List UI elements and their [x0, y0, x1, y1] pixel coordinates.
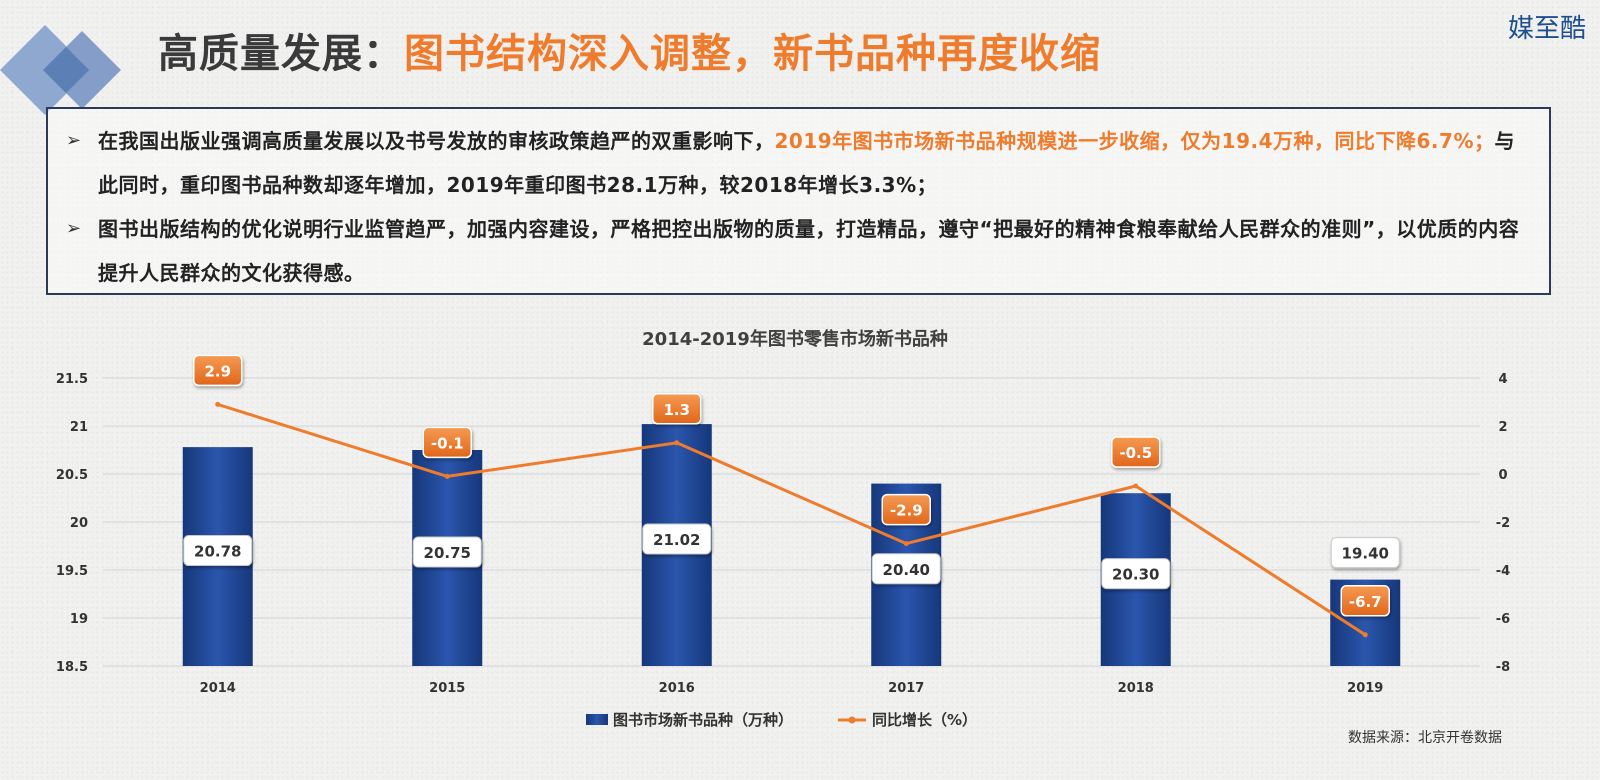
title-diamond-icon	[0, 25, 121, 115]
right-axis-tick-label: -2	[1496, 516, 1510, 531]
left-axis-tick-label: 20	[70, 516, 88, 531]
x-axis-tick-label: 2018	[1118, 681, 1154, 696]
bar-data-label-box	[412, 536, 482, 568]
bullet-text: 在我国出版业强调高质量发展以及书号发放的审核政策趋严的双重影响下，	[98, 129, 775, 153]
right-axis-tick-label: 0	[1498, 468, 1507, 483]
growth-data-label: -0.1	[431, 434, 464, 452]
growth-data-label-box	[422, 426, 472, 459]
growth-data-label: -0.5	[1119, 444, 1152, 462]
growth-data-label-box	[1111, 436, 1161, 468]
summary-box: ➢ 在我国出版业强调高质量发展以及书号发放的审核政策趋严的双重影响下，2019年…	[46, 107, 1551, 295]
bullet-item-2: ➢ 图书出版结构的优化说明行业监管趋严，加强内容建设，严格把控出版物的质量，打造…	[62, 207, 1529, 295]
bar-data-label-box	[183, 535, 253, 567]
bar-data-label-box	[871, 553, 941, 585]
growth-data-label-box	[652, 393, 702, 425]
bullet-item-1: ➢ 在我国出版业强调高质量发展以及书号发放的审核政策趋严的双重影响下，2019年…	[62, 119, 1529, 207]
chart-title: 2014-2019年图书零售市场新书品种	[642, 328, 948, 350]
bullet-arrow-icon: ➢	[66, 130, 82, 151]
bar-data-label-box	[1101, 558, 1171, 590]
bullet-text-after: 与此同时，重印图书品种数却逐年增加，2019年重印图书28.1万种，较2018年…	[98, 129, 1515, 197]
right-axis-tick-label: 4	[1498, 372, 1507, 387]
page-title-highlight: 图书结构深入调整，新书品种再度收缩	[404, 31, 1101, 77]
bar-data-label: 19.40	[1342, 545, 1389, 563]
left-axis-tick-label: 21	[70, 420, 88, 435]
growth-point	[1133, 483, 1139, 489]
growth-data-label-box	[1340, 585, 1390, 617]
data-source: 数据来源：北京开卷数据	[1348, 730, 1502, 746]
right-axis-tick-label: -6	[1496, 612, 1510, 627]
right-axis-tick-label: -8	[1496, 660, 1510, 675]
right-axis-tick-label: 2	[1498, 420, 1507, 435]
bar-data-label: 21.02	[653, 531, 700, 549]
page-title: 高质量发展：图书结构深入调整，新书品种再度收缩	[158, 30, 1101, 78]
growth-data-label: 2.9	[204, 362, 231, 380]
x-axis-tick-label: 2017	[888, 681, 924, 696]
brand-logo: 媒至酷	[1507, 14, 1586, 44]
growth-point	[674, 440, 680, 446]
growth-data-label: 1.3	[663, 401, 690, 419]
growth-point	[215, 401, 221, 407]
growth-data-label-box	[193, 354, 243, 387]
x-axis-tick-label: 2014	[200, 681, 236, 696]
growth-point	[444, 473, 450, 479]
x-axis-tick-label: 2015	[429, 681, 465, 696]
left-axis-tick-label: 19	[70, 612, 88, 627]
x-axis-tick-label: 2016	[659, 681, 695, 696]
growth-line	[217, 402, 1367, 637]
growth-point	[1362, 632, 1368, 638]
legend-bar-label: 图书市场新书品种（万种）	[613, 711, 793, 729]
x-axis-tick-label: 2019	[1347, 681, 1383, 696]
left-axis-tick-label: 19.5	[56, 564, 88, 579]
bullet-text: 图书出版结构的优化说明行业监管趋严，加强内容建设，严格把控出版物的质量，打造精品…	[98, 217, 1520, 285]
legend-line-marker	[848, 716, 856, 724]
growth-data-label: -6.7	[1349, 593, 1382, 611]
bar-data-label: 20.78	[194, 543, 241, 561]
right-axis-tick-label: -4	[1496, 564, 1510, 579]
page-title-prefix: 高质量发展：	[158, 31, 404, 77]
bar-data-label: 20.75	[424, 544, 471, 562]
growth-point	[903, 541, 909, 547]
legend-bar-swatch	[586, 714, 608, 725]
left-axis-tick-label: 21.5	[56, 372, 88, 387]
growth-data-label-box	[881, 493, 931, 526]
left-axis-tick-label: 20.5	[56, 468, 88, 483]
bar-data-label-box	[642, 523, 712, 555]
left-axis-tick-label: 18.5	[56, 660, 88, 675]
bar-data-label: 20.40	[883, 561, 930, 579]
bullet-arrow-icon: ➢	[66, 218, 82, 239]
growth-data-label: -2.9	[890, 502, 923, 520]
bar-data-label: 20.30	[1112, 566, 1159, 584]
bar-data-label-box	[1330, 537, 1400, 569]
bullet-highlight: 2019年图书市场新书品种规模进一步收缩，仅为19.4万种，同比下降6.7%；	[774, 129, 1495, 153]
legend-line-label: 同比增长（%）	[872, 711, 977, 729]
